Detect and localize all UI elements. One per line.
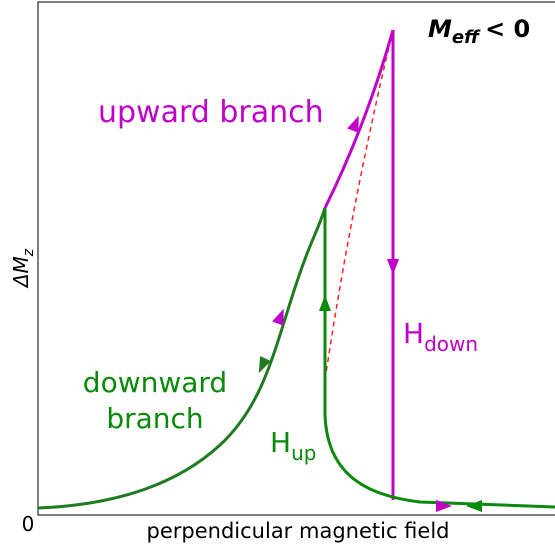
- downward-branch-label: branch: [106, 402, 203, 435]
- regime-label: Meff < 0: [428, 15, 530, 48]
- arrow: [347, 115, 359, 133]
- y-axis-label: ΔMz: [9, 248, 37, 289]
- h-up-label: Hup: [270, 426, 316, 465]
- h-up-branch: [323, 208, 555, 509]
- arrow: [387, 259, 399, 275]
- h-down-label: Hdown: [403, 317, 478, 356]
- downward-branch-label: downward: [83, 366, 227, 399]
- dashed-line: [324, 29, 394, 381]
- arrow: [436, 500, 452, 512]
- subscript: up: [291, 441, 316, 465]
- subscript: eff: [452, 27, 481, 48]
- subscript: down: [424, 332, 478, 356]
- arrow: [258, 356, 271, 374]
- symbol: ΔM: [9, 256, 33, 289]
- relation: < 0: [485, 15, 530, 43]
- symbol: M: [428, 15, 452, 43]
- subscript: z: [21, 248, 37, 257]
- downward-curve: [37, 207, 327, 510]
- arrow: [272, 308, 284, 326]
- symbol: H: [270, 426, 291, 459]
- origin-label: 0: [22, 512, 35, 536]
- plot-frame: [37, 1, 555, 516]
- symbol: H: [403, 317, 424, 350]
- arrow: [466, 500, 482, 512]
- upward-branch-label: upward branch: [98, 95, 324, 130]
- upward-curve: [323, 29, 395, 209]
- x-axis-label: perpendicular magnetic field: [147, 519, 450, 543]
- arrow: [319, 295, 331, 311]
